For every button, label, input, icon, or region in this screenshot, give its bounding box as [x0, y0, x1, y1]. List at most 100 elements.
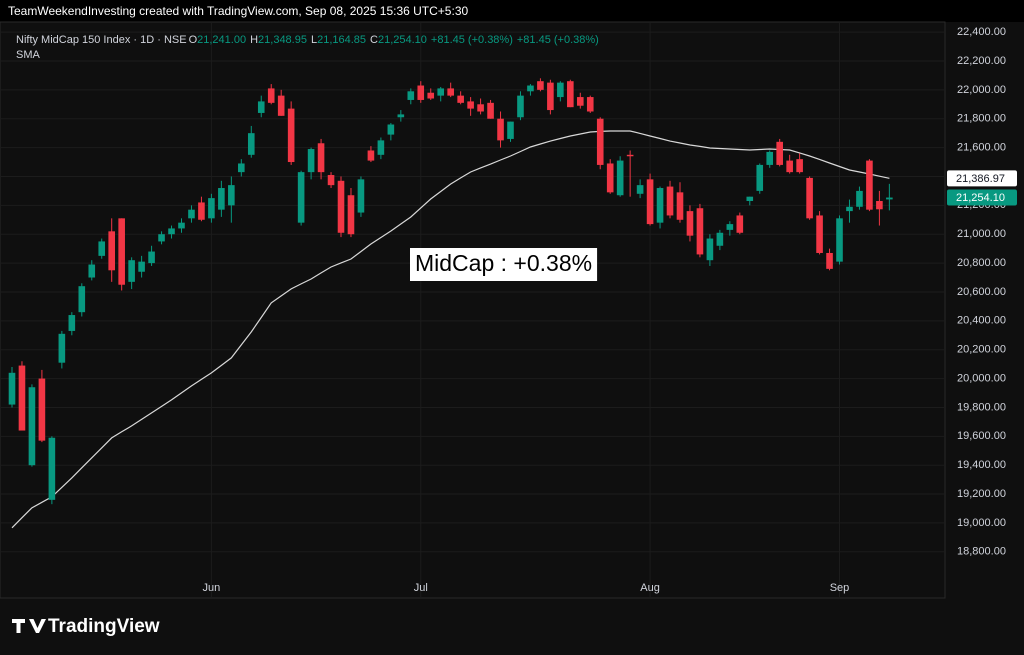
candle-body [68, 315, 76, 331]
price-label: 21,254.10 [956, 192, 1005, 204]
price-label: 21,386.97 [956, 173, 1005, 185]
candle-body [766, 151, 774, 165]
candle-body [118, 218, 125, 285]
candle-body [188, 209, 195, 219]
y-tick-label: 19,400.00 [957, 459, 1006, 471]
candle-body [427, 92, 435, 99]
candle-body [377, 140, 385, 155]
candle-body [576, 97, 584, 106]
candle-body [28, 387, 36, 466]
candle-body [836, 218, 843, 262]
x-tick-label: Jun [203, 582, 221, 594]
candle-body [387, 124, 395, 135]
candle-body [8, 372, 16, 405]
y-tick-label: 22,400.00 [957, 26, 1006, 38]
candle-body [816, 215, 823, 253]
ohlc-item: C21,254.10 [370, 34, 427, 46]
candle-body [666, 186, 674, 216]
price-label-box [947, 170, 1017, 187]
y-tick-label: 19,800.00 [957, 401, 1006, 413]
y-tick-label: 19,000.00 [957, 517, 1006, 529]
candle-body [567, 81, 574, 108]
candle-body [656, 188, 664, 223]
candle-body [337, 180, 345, 233]
candle-body [417, 85, 425, 100]
y-tick-label: 21,000.00 [957, 228, 1006, 240]
candle-body [676, 192, 684, 220]
candle-body [736, 215, 744, 233]
candle-body [796, 159, 803, 173]
y-tick-label: 20,800.00 [957, 257, 1006, 269]
candle-body [178, 222, 185, 229]
candle-body [606, 163, 614, 193]
candle-body [616, 160, 624, 196]
y-tick-label: 21,800.00 [957, 113, 1006, 125]
candle-body [646, 179, 654, 225]
ohlc-key: H [250, 34, 259, 46]
logo-text: TradingView [48, 616, 160, 637]
candle-body [866, 160, 873, 210]
candle-body [586, 97, 594, 112]
candle-body [128, 260, 135, 282]
candle-body [247, 133, 255, 155]
candle-body [447, 88, 454, 96]
candle-body [696, 208, 704, 255]
x-tick-label: Sep [830, 582, 850, 594]
y-tick-label: 21,600.00 [957, 142, 1006, 154]
candle-body [517, 95, 524, 118]
candle-body [686, 211, 694, 236]
y-tick-label: 22,000.00 [957, 84, 1006, 96]
y-tick-label: 20,000.00 [957, 372, 1006, 384]
ohlc-value: 21,254.10 [377, 34, 427, 46]
price-label-box [947, 189, 1017, 206]
header-bar [0, 0, 1024, 22]
candle-body [636, 185, 644, 194]
candle-body [158, 234, 165, 242]
ohlc-item: H21,348.95 [250, 34, 307, 46]
legend: Nifty MidCap 150 Index · 1D · NSE O21,241… [16, 33, 599, 63]
y-tick-label: 19,600.00 [957, 430, 1006, 442]
candle-body [626, 154, 634, 157]
candle-body [88, 264, 96, 278]
candle-body [846, 206, 853, 212]
candle-body [706, 238, 714, 261]
candle-body [527, 85, 534, 92]
candle-body [108, 231, 115, 271]
candle-body [487, 102, 494, 119]
candle-body [148, 251, 155, 264]
candle-body [267, 88, 275, 103]
ohlc-key: L [310, 34, 318, 46]
y-tick-label: 19,200.00 [957, 488, 1006, 500]
candle-body [826, 252, 833, 269]
ohlc: O21,241.00 H21,348.95 L21,164.85 C21,254.10… [187, 34, 599, 46]
ohlc-value: 21,241.00 [197, 34, 247, 46]
candle-body [497, 118, 504, 141]
logo: TradingView [12, 616, 160, 637]
candle-body [477, 104, 484, 112]
candle-body [48, 437, 56, 500]
x-tick-label: Jul [414, 582, 428, 594]
candle-body [287, 108, 295, 163]
change: +81.45 (+0.38%) [430, 34, 513, 46]
candle-body [238, 163, 245, 173]
candle-body [18, 365, 26, 431]
candle-body [457, 95, 464, 103]
candle-body [776, 141, 783, 165]
candle-body [307, 149, 315, 173]
candle-body [168, 228, 175, 235]
ohlc-value: 21,164.85 [317, 34, 367, 46]
y-tick-label: 20,600.00 [957, 286, 1006, 298]
candle-body [537, 81, 544, 90]
plot-area [0, 21, 946, 599]
candle-body [876, 201, 883, 210]
candle-body [786, 160, 793, 173]
candle-body [746, 196, 754, 202]
candle-body [437, 88, 445, 96]
candle-body [596, 118, 604, 165]
sma-line [11, 130, 890, 529]
annotation-box [410, 248, 598, 281]
y-tick-label: 22,200.00 [957, 55, 1006, 67]
symbol: Nifty MidCap 150 Index · 1D · NSE [16, 34, 187, 46]
